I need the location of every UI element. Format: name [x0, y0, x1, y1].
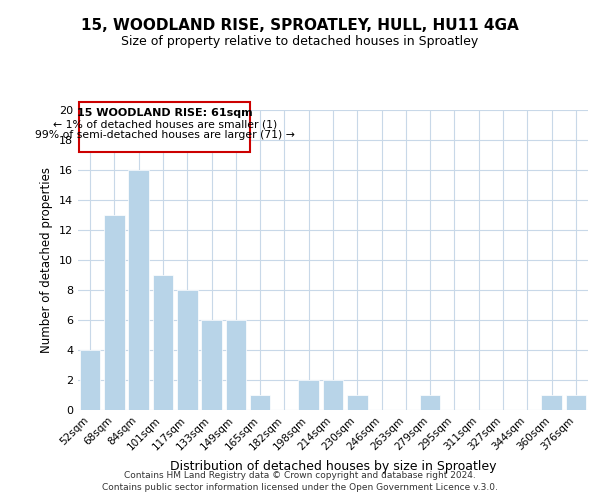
Bar: [177, 290, 197, 410]
Bar: [79, 102, 250, 152]
Text: 99% of semi-detached houses are larger (71) →: 99% of semi-detached houses are larger (…: [35, 130, 295, 140]
Bar: [566, 395, 586, 410]
Bar: [128, 170, 149, 410]
Text: Contains public sector information licensed under the Open Government Licence v.: Contains public sector information licen…: [102, 484, 498, 492]
Bar: [250, 395, 271, 410]
Bar: [347, 395, 368, 410]
Text: 15 WOODLAND RISE: 61sqm: 15 WOODLAND RISE: 61sqm: [77, 108, 253, 118]
Bar: [152, 275, 173, 410]
X-axis label: Distribution of detached houses by size in Sproatley: Distribution of detached houses by size …: [170, 460, 496, 473]
Bar: [298, 380, 319, 410]
Bar: [201, 320, 222, 410]
Text: Contains HM Land Registry data © Crown copyright and database right 2024.: Contains HM Land Registry data © Crown c…: [124, 471, 476, 480]
Bar: [420, 395, 440, 410]
Bar: [80, 350, 100, 410]
Text: 15, WOODLAND RISE, SPROATLEY, HULL, HU11 4GA: 15, WOODLAND RISE, SPROATLEY, HULL, HU11…: [81, 18, 519, 32]
Bar: [323, 380, 343, 410]
Text: Size of property relative to detached houses in Sproatley: Size of property relative to detached ho…: [121, 35, 479, 48]
Y-axis label: Number of detached properties: Number of detached properties: [40, 167, 53, 353]
Bar: [541, 395, 562, 410]
Text: ← 1% of detached houses are smaller (1): ← 1% of detached houses are smaller (1): [53, 120, 277, 130]
Bar: [226, 320, 246, 410]
Bar: [104, 215, 125, 410]
